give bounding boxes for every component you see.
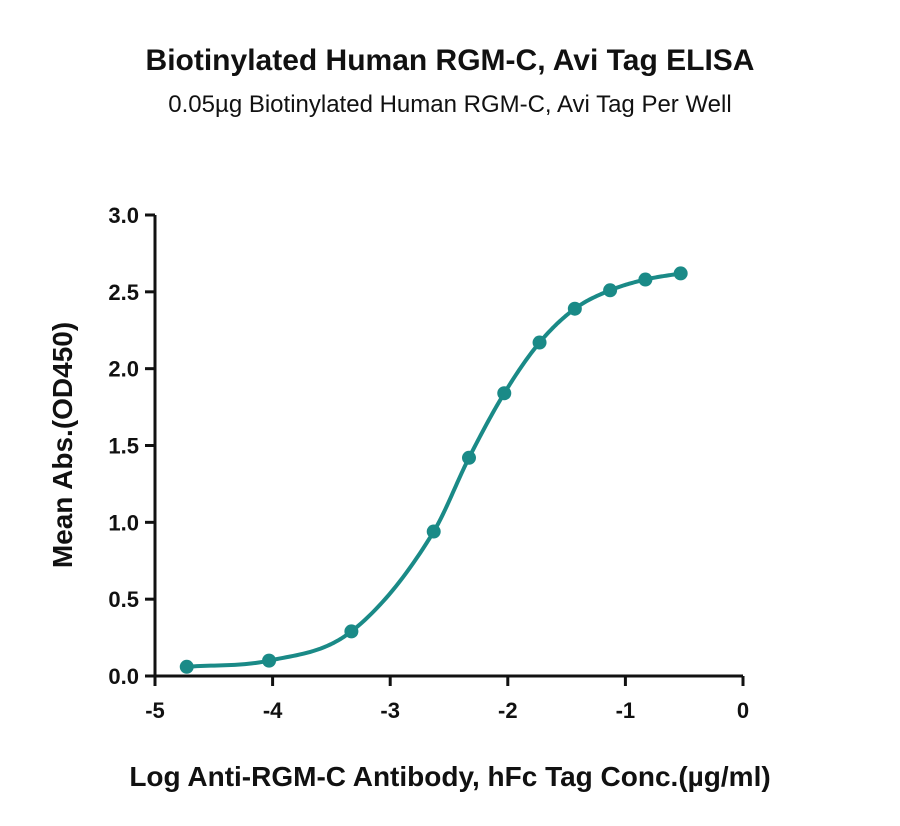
y-tick-label: 2.0 [108, 357, 139, 382]
y-tick-label: 2.5 [108, 280, 139, 305]
fit-curve-layer [184, 271, 683, 669]
data-point [567, 301, 582, 316]
y-tick-label: 1.0 [108, 510, 139, 535]
x-axis-label: Log Anti-RGM-C Antibody, hFc Tag Conc.(µ… [129, 761, 770, 792]
chart-title: Biotinylated Human RGM-C, Avi Tag ELISA [146, 44, 755, 77]
fit-curve [184, 271, 683, 669]
data-point [638, 272, 653, 287]
x-tick-label: -1 [616, 698, 636, 723]
x-axis-ticks: -5 -4 -3 -2 -1 0 [145, 676, 749, 723]
x-tick-label: 0 [737, 698, 749, 723]
data-point [426, 524, 441, 539]
x-tick-label: -5 [145, 698, 165, 723]
data-point [179, 659, 194, 674]
y-tick-label: 0.5 [108, 587, 139, 612]
x-tick-label: -2 [498, 698, 518, 723]
y-tick-label: 1.5 [108, 434, 139, 459]
data-point [673, 266, 688, 281]
data-point [603, 283, 618, 298]
y-axis-ticks: 0.0 0.5 1.0 1.5 2.0 2.5 3.0 [108, 203, 155, 689]
data-point [262, 653, 277, 668]
data-point [532, 335, 547, 350]
x-tick-label: -4 [263, 698, 283, 723]
x-tick-label: -3 [380, 698, 400, 723]
data-point [497, 386, 512, 401]
chart-subtitle: 0.05µg Biotinylated Human RGM-C, Avi Tag… [168, 91, 731, 118]
data-points [179, 266, 688, 674]
data-point [344, 624, 359, 639]
y-tick-label: 3.0 [108, 203, 139, 228]
y-tick-label: 0.0 [108, 664, 139, 689]
data-point [461, 450, 476, 465]
y-axis-label: Mean Abs.(OD450) [47, 322, 78, 568]
